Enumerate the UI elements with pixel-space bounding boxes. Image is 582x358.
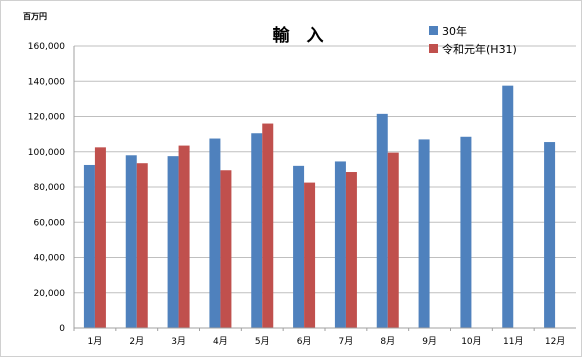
grid-layer	[74, 45, 576, 294]
bar-30nen	[83, 164, 95, 328]
legend-label-30nen: 30年	[442, 24, 467, 38]
x-tick-label: 9月	[422, 336, 437, 347]
legend-label-reiwa: 令和元年(H31)	[442, 42, 517, 56]
x-tick-label: 4月	[213, 336, 228, 347]
bar-30nen	[502, 85, 514, 328]
y-tick-label: 60,000	[34, 218, 66, 228]
legend-swatch-reiwa	[429, 44, 438, 53]
x-tick-label: 7月	[339, 336, 354, 347]
x-tick-label: 5月	[255, 336, 270, 347]
x-tick-label: 2月	[129, 336, 144, 347]
y-tick-label: 80,000	[34, 183, 66, 193]
x-tick-label: 8月	[380, 336, 395, 347]
bar-reiwa	[94, 147, 106, 328]
y-tick-label: 20,000	[34, 289, 66, 299]
bar-reiwa	[304, 182, 316, 328]
bar-reiwa	[345, 172, 357, 328]
bar-30nen	[334, 161, 346, 328]
bars-layer	[83, 85, 556, 328]
x-tick-label: 10月	[461, 336, 481, 347]
bar-reiwa	[220, 170, 232, 328]
bar-30nen	[167, 156, 179, 328]
y-tick-label: 120,000	[28, 113, 65, 123]
axis-layer: 0 20,000 40,000 60,000 80,000 100,000 120,000 1…	[28, 42, 576, 347]
bar-30nen	[209, 138, 221, 328]
y-tick-label: 160,000	[28, 42, 65, 52]
x-tick-label: 6月	[297, 336, 312, 347]
legend: 30年 令和元年(H31)	[429, 24, 517, 56]
y-tick-label: 40,000	[34, 254, 66, 264]
x-tick-label: 11月	[503, 336, 523, 347]
chart-title: 輸 入	[273, 25, 324, 46]
bar-reiwa	[387, 152, 399, 328]
bar-30nen	[293, 165, 305, 328]
y-tick-label: 140,000	[28, 77, 65, 87]
bar-30nen	[418, 139, 430, 328]
x-tick-label: 12月	[545, 336, 565, 347]
x-tick-label: 3月	[171, 336, 186, 347]
bar-30nen	[544, 142, 556, 328]
y-axis-unit-label: 百万円	[23, 12, 47, 21]
y-tick-label: 0	[59, 324, 65, 334]
bar-30nen	[251, 133, 263, 328]
x-tick-label: 1月	[88, 336, 103, 347]
bar-30nen	[460, 136, 472, 328]
bar-30nen	[376, 113, 388, 328]
legend-swatch-30nen	[429, 26, 438, 35]
bar-30nen	[125, 155, 137, 328]
bar-reiwa	[262, 123, 274, 328]
y-tick-label: 100,000	[28, 148, 65, 158]
bar-reiwa	[178, 145, 190, 328]
bar-reiwa	[136, 163, 148, 328]
